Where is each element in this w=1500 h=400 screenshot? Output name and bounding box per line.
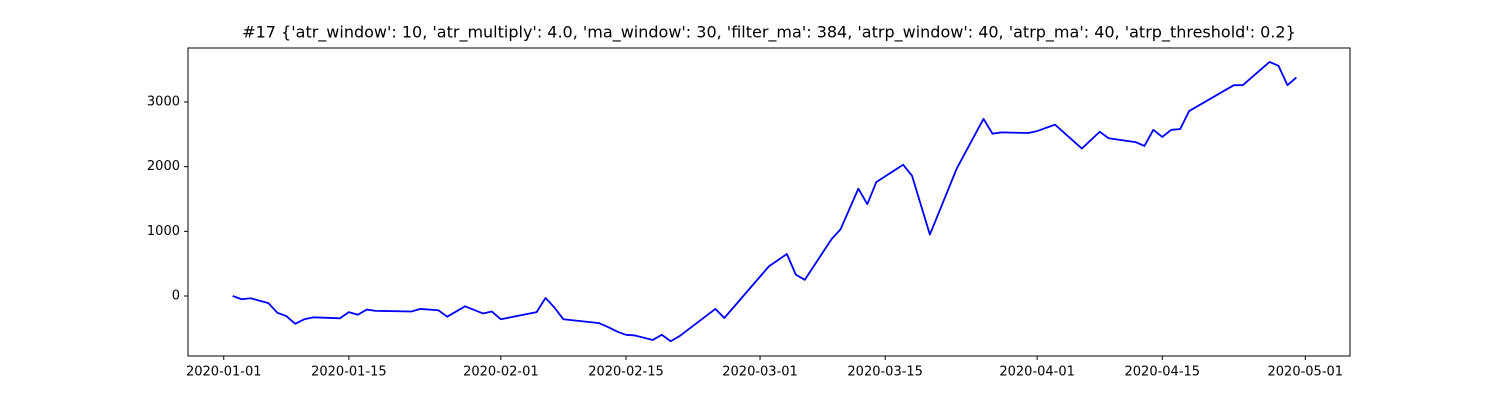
x-tick-label: 2020-01-01 [186, 365, 262, 380]
plot-frame [187, 47, 1351, 357]
x-tick-label: 2020-02-15 [588, 365, 664, 380]
x-tick-label: 2020-03-15 [847, 365, 923, 380]
x-tick-label: 2020-05-01 [1268, 365, 1344, 380]
y-tick-label: 0 [172, 288, 180, 303]
x-tick-label: 2020-01-15 [311, 365, 387, 380]
y-tick-label: 2000 [147, 159, 180, 174]
y-tick-label: 3000 [147, 94, 180, 109]
x-tick-label: 2020-04-15 [1125, 365, 1201, 380]
x-tick-label: 2020-03-01 [722, 365, 798, 380]
chart-title: #17 {'atr_window': 10, 'atr_multiply': 4… [242, 23, 1296, 43]
y-tick-label: 1000 [147, 224, 180, 239]
line [232, 61, 1297, 343]
x-tick-label: 2020-02-01 [463, 365, 539, 380]
x-tick-label: 2020-04-01 [999, 365, 1075, 380]
